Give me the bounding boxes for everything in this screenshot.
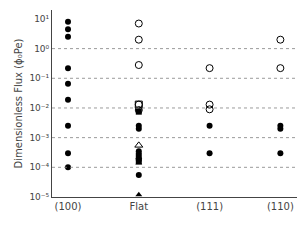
svg-text:(110): (110) [267,201,294,212]
svg-text:Flat: Flat [129,201,148,212]
svg-text:(111): (111) [196,201,223,212]
svg-text:(100): (100) [55,201,82,212]
svg-text:10¹: 10¹ [34,14,49,24]
svg-text:Dimensionless Flux (ϕ₀Pe): Dimensionless Flux (ϕ₀Pe) [13,38,24,168]
svg-text:10⁻¹: 10⁻¹ [29,73,49,83]
svg-text:10⁻⁴: 10⁻⁴ [29,162,49,172]
svg-text:10⁰: 10⁰ [34,44,49,54]
svg-text:10⁻³: 10⁻³ [29,133,49,143]
svg-text:10⁻⁵: 10⁻⁵ [29,192,49,202]
svg-text:10⁻²: 10⁻² [29,103,49,113]
